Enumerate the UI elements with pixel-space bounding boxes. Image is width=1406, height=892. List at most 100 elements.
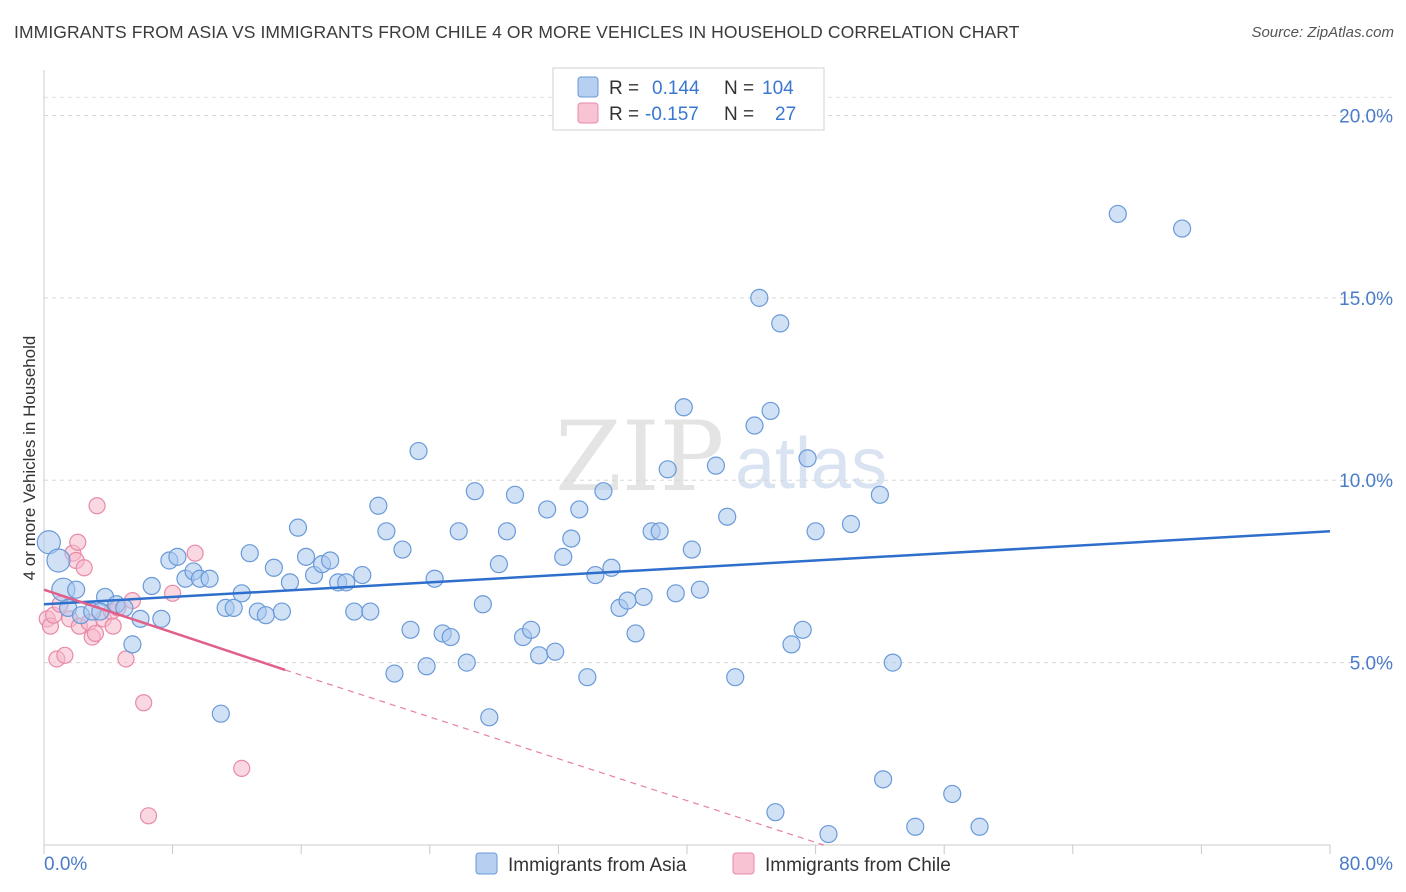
data-point (280, 573, 300, 592)
data-point (538, 500, 557, 519)
data-point (618, 591, 637, 610)
data-point (841, 514, 861, 534)
data-point (361, 602, 380, 621)
data-point (75, 559, 93, 577)
data-point (766, 803, 785, 822)
data-point (819, 824, 838, 844)
data-point (345, 602, 364, 621)
data-point (321, 551, 340, 570)
legend-chile-r-value: -0.157 (645, 104, 699, 125)
data-point (473, 595, 492, 614)
data-point (682, 540, 701, 559)
data-point (393, 540, 412, 559)
data-point (658, 460, 677, 479)
data-point (200, 569, 219, 588)
asia-trend-line (43, 530, 1331, 606)
data-point (288, 518, 308, 537)
data-point (970, 817, 989, 836)
x-ticks (43, 845, 1331, 854)
data-point (465, 482, 484, 501)
chart-title: IMMIGRANTS FROM ASIA VS IMMIGRANTS FROM … (14, 22, 1020, 42)
data-point (369, 496, 388, 515)
data-point (441, 627, 460, 647)
legend-chile-n-value: 27 (775, 104, 796, 125)
data-point (706, 456, 726, 475)
legend-asia-r-value: 0.144 (652, 78, 700, 99)
data-point (782, 635, 801, 654)
data-point (385, 664, 404, 683)
data-point (417, 657, 436, 676)
data-point (771, 314, 790, 333)
source-attribution: Source: ZipAtlas.com (1251, 24, 1394, 41)
data-point (211, 704, 230, 723)
data-point (943, 784, 962, 804)
data-point (142, 576, 161, 596)
data-point (874, 770, 893, 789)
data-point (139, 807, 158, 825)
data-point (296, 547, 316, 566)
data-point (650, 522, 669, 541)
chile-series-points (38, 497, 251, 825)
data-point (56, 646, 74, 664)
data-point (186, 544, 204, 562)
y-tick-label: 5.0% (1350, 654, 1393, 675)
data-point (69, 533, 87, 551)
legend-asia-r-label: R = (609, 78, 639, 99)
data-point (377, 522, 396, 541)
bottom-legend-chile-swatch (732, 852, 755, 875)
data-point (497, 522, 517, 541)
data-point (634, 587, 653, 607)
data-point (240, 544, 259, 563)
data-point (88, 497, 106, 515)
data-point (546, 642, 565, 661)
bottom-legend-asia-swatch (475, 852, 498, 875)
legend-asia-n-value: 104 (762, 78, 794, 99)
y-tick-labels: 5.0% 10.0% 15.0% 20.0% (1339, 106, 1393, 674)
data-point (86, 624, 105, 643)
data-point (578, 668, 597, 687)
data-point (883, 653, 902, 672)
data-point (1108, 204, 1127, 224)
trend-lines (43, 530, 1331, 846)
data-point (870, 485, 890, 504)
data-point (168, 547, 187, 566)
legend-chile-n-label: N = (724, 104, 754, 125)
data-point (264, 558, 283, 577)
data-point (135, 694, 153, 712)
chile-trend-extension (284, 669, 824, 846)
data-point (761, 401, 780, 421)
chile-trend-line (43, 588, 286, 672)
legend-chile-r-label: R = (609, 104, 639, 125)
data-point (594, 482, 613, 501)
gridlines (44, 96, 1394, 664)
data-point (793, 620, 812, 639)
data-point (666, 584, 685, 603)
data-point (798, 449, 817, 468)
data-point (233, 759, 251, 778)
y-tick-label: 20.0% (1339, 106, 1393, 127)
data-point (152, 609, 171, 628)
data-point (570, 500, 589, 519)
legend-chile-swatch (577, 102, 599, 124)
data-point (750, 288, 769, 307)
data-point (906, 817, 925, 836)
data-point (457, 653, 476, 672)
data-point (505, 485, 525, 504)
asia-series-points (36, 204, 1192, 844)
data-point (626, 624, 645, 643)
data-point (586, 565, 605, 585)
data-point (1173, 219, 1192, 238)
data-point (562, 529, 581, 548)
y-tick-label: 10.0% (1339, 471, 1393, 492)
legend-asia-swatch (577, 76, 599, 98)
data-point (745, 416, 764, 435)
data-point (425, 569, 444, 588)
data-point (690, 580, 709, 599)
data-point (401, 620, 420, 639)
data-point (489, 555, 509, 574)
data-point (46, 548, 71, 573)
legend-asia-n-label: N = (724, 78, 754, 99)
data-point (123, 635, 142, 654)
data-point (409, 441, 428, 461)
